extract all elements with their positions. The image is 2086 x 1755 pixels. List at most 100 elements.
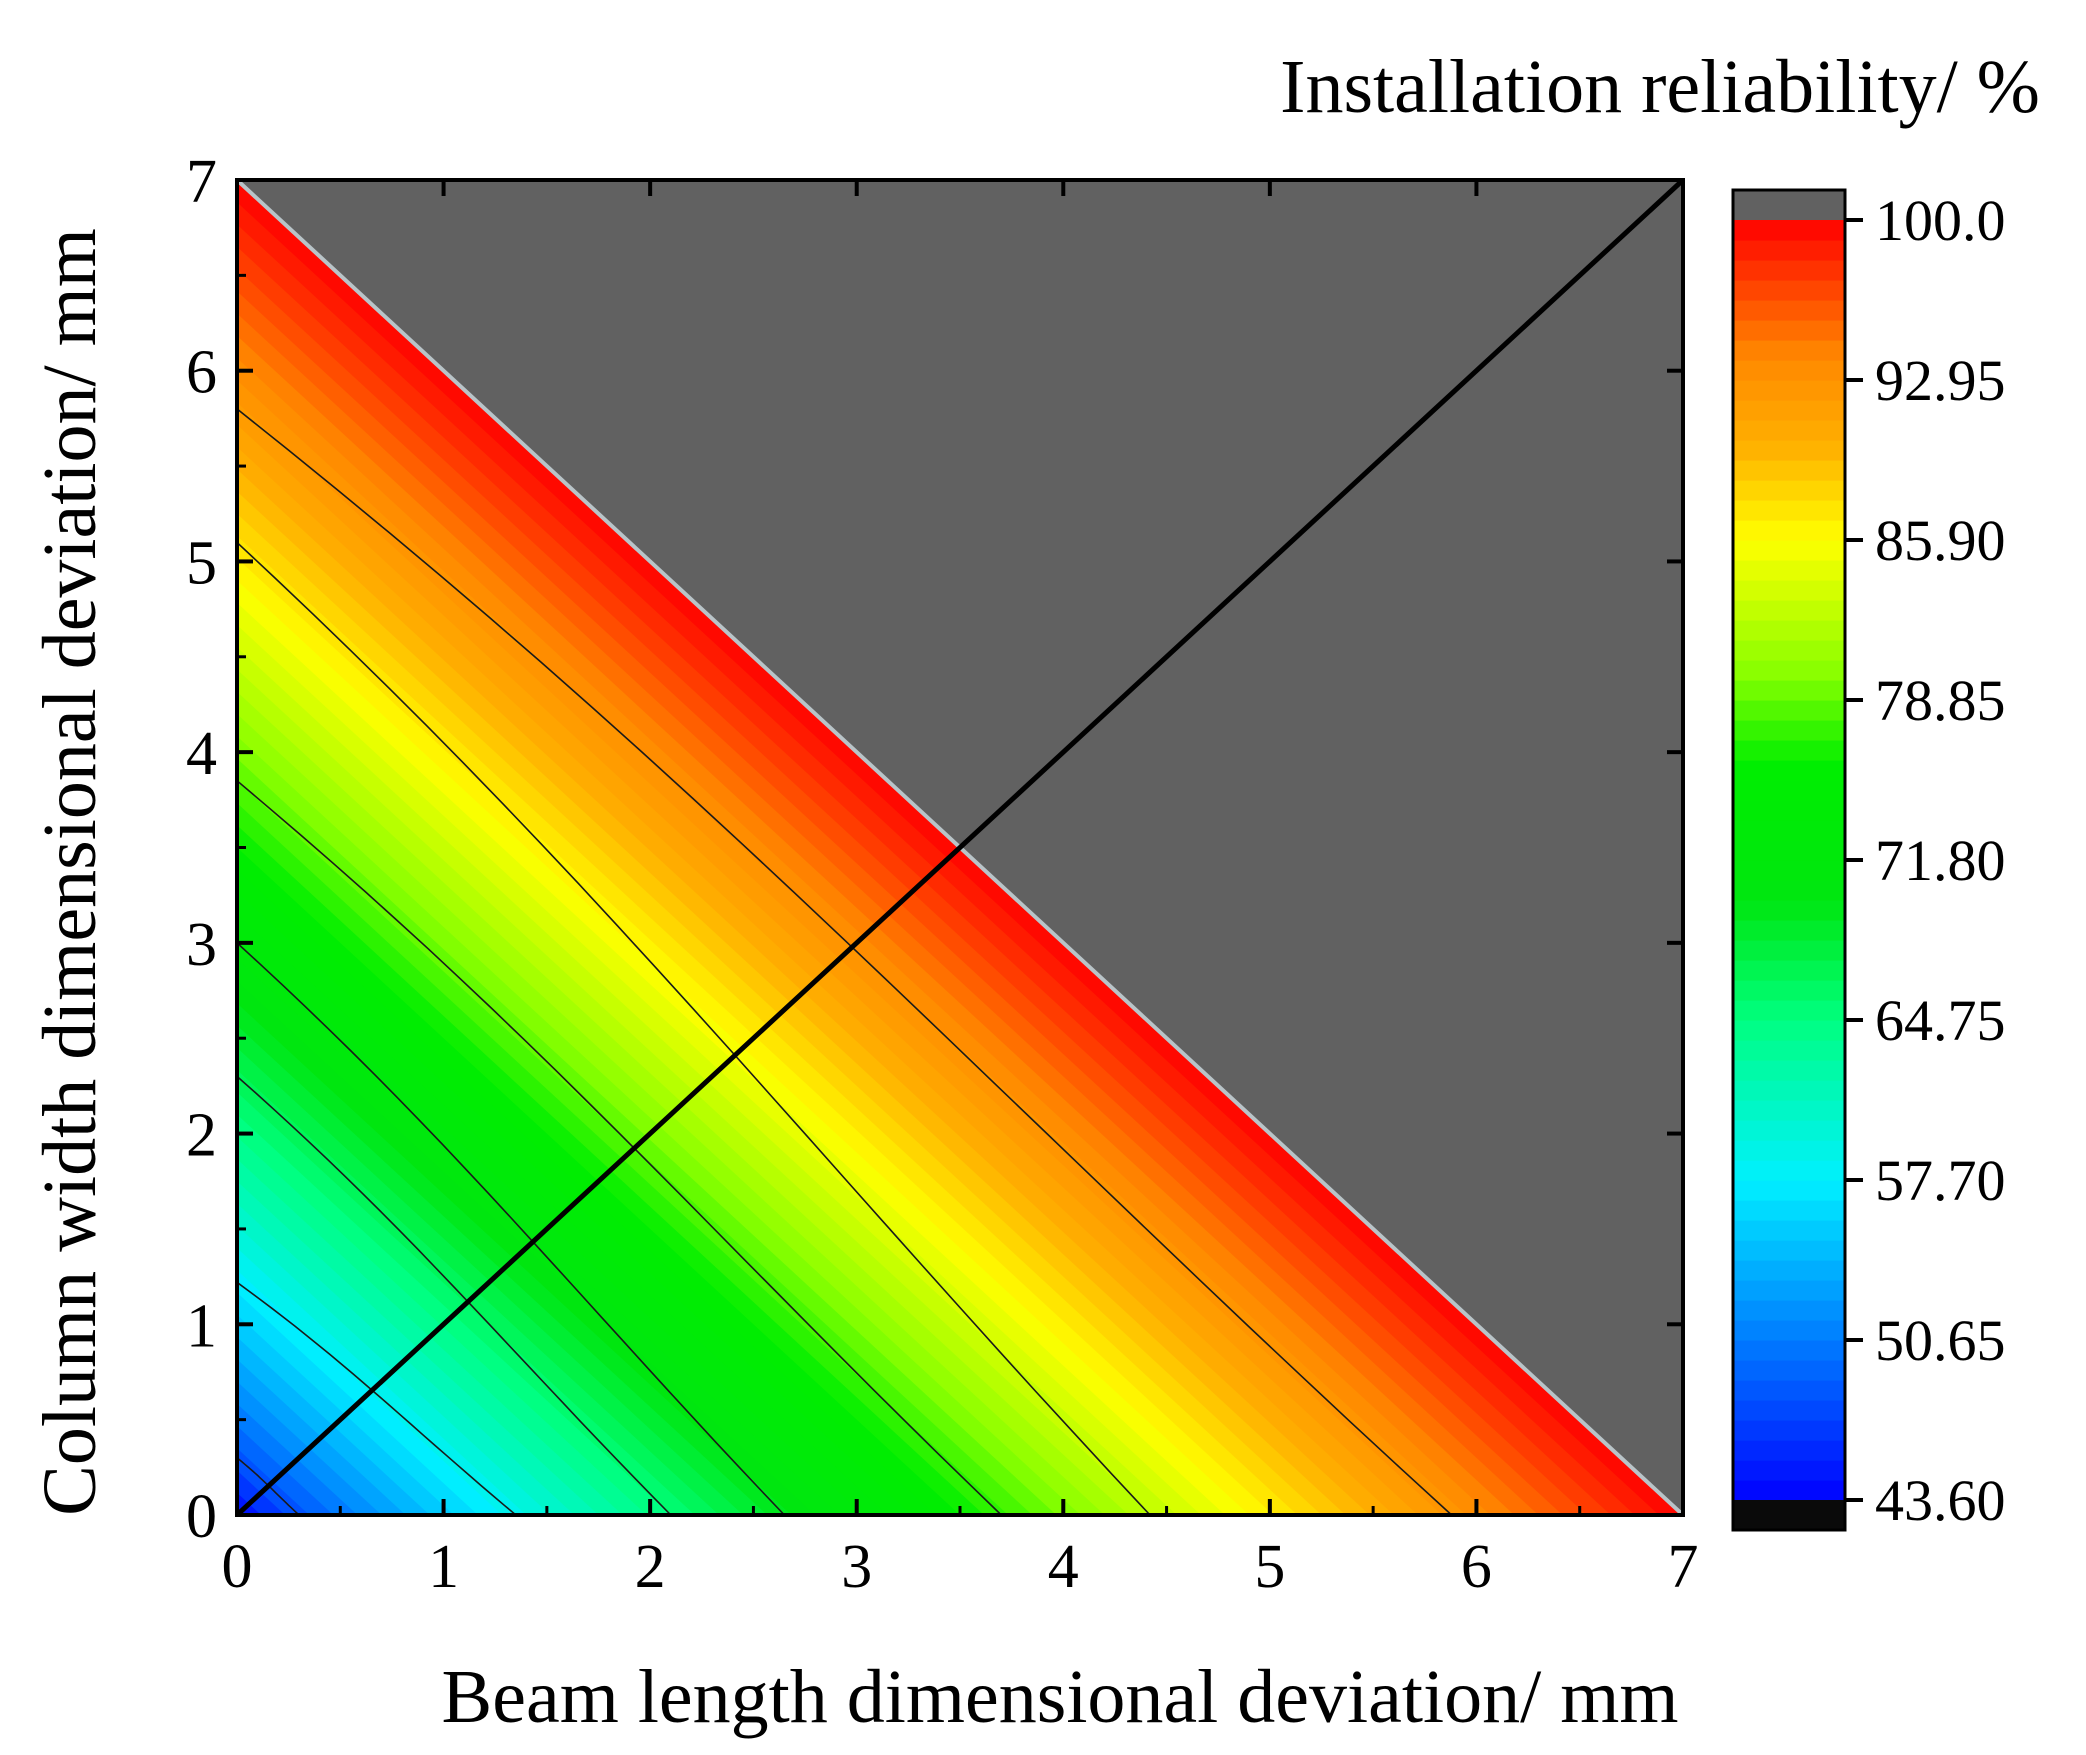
colorbar-band — [1733, 920, 1845, 941]
y-tick-label: 3 — [186, 911, 217, 979]
colorbar-band — [1733, 1320, 1845, 1341]
colorbar-band — [1733, 1020, 1845, 1041]
colorbar-band — [1733, 640, 1845, 661]
x-tick-label: 4 — [1048, 1533, 1079, 1601]
colorbar-band — [1733, 1260, 1845, 1281]
colorbar-band — [1733, 520, 1845, 541]
colorbar-band — [1733, 540, 1845, 561]
colorbar-band — [1733, 600, 1845, 621]
colorbar-band — [1733, 1280, 1845, 1301]
colorbar-below-range — [1733, 1500, 1845, 1530]
colorbar-tick-label: 50.65 — [1875, 1308, 2006, 1373]
colorbar-tick-label: 64.75 — [1875, 988, 2006, 1053]
x-tick-label: 5 — [1254, 1533, 1285, 1601]
y-tick-label: 7 — [186, 148, 217, 216]
colorbar-band — [1733, 1340, 1845, 1361]
contour-line — [236, 1281, 517, 1516]
colorbar-tick-label: 92.95 — [1875, 348, 2006, 413]
contour-line — [236, 541, 1151, 1516]
colorbar-band — [1733, 820, 1845, 841]
colorbar-band — [1733, 1380, 1845, 1401]
contour-line — [236, 942, 785, 1516]
colorbar-band — [1733, 1480, 1845, 1501]
colorbar-tick-label: 85.90 — [1875, 508, 2006, 573]
y-tick-label: 2 — [186, 1102, 217, 1170]
diagonal-line — [235, 178, 1685, 1517]
colorbar-tick-label: 43.60 — [1875, 1468, 2006, 1533]
colorbar-band — [1733, 900, 1845, 921]
colorbar-band — [1733, 1120, 1845, 1141]
colorbar-band — [1733, 680, 1845, 701]
colorbar-band — [1733, 1360, 1845, 1381]
colorbar-title: Installation reliability/ % — [1280, 45, 2040, 129]
colorbar-band — [1733, 440, 1845, 461]
colorbar-band — [1733, 720, 1845, 741]
colorbar-band — [1733, 400, 1845, 421]
colorbar-band — [1733, 1140, 1845, 1161]
x-tick-label: 1 — [428, 1533, 459, 1601]
x-tick-label: 3 — [841, 1533, 872, 1601]
colorbar-band — [1733, 940, 1845, 961]
colorbar-ticks: 100.0 92.95 85.90 78.85 71.80 64.75 57.70 50.65… — [1845, 188, 2006, 1533]
colorbar-band — [1733, 1080, 1845, 1101]
colorbar-band — [1733, 360, 1845, 381]
colorbar-band — [1733, 1160, 1845, 1181]
x-tick-label: 6 — [1461, 1533, 1492, 1601]
y-tick-label: 0 — [186, 1483, 217, 1551]
colorbar-band — [1733, 620, 1845, 641]
colorbar-band — [1733, 860, 1845, 881]
colorbar-band — [1733, 1240, 1845, 1261]
colorbar-band — [1733, 1000, 1845, 1021]
y-tick-label: 4 — [186, 720, 217, 788]
colorbar-band — [1733, 1100, 1845, 1121]
colorbar-band — [1733, 340, 1845, 361]
colorbar-band — [1733, 240, 1845, 261]
colorbar-band — [1733, 280, 1845, 301]
colorbar-band — [1733, 660, 1845, 681]
colorbar-band — [1733, 1060, 1845, 1081]
colorbar-bands — [1733, 220, 1845, 1501]
colorbar: 100.0 92.95 85.90 78.85 71.80 64.75 57.70 50.65… — [1731, 188, 2006, 1533]
contour-line — [236, 1075, 672, 1516]
plot-area: 0 1 2 3 4 5 6 7 0 1 2 3 4 5 6 7 — [186, 148, 1699, 1601]
colorbar-tick-label: 100.0 — [1875, 188, 2006, 253]
x-tick-label: 0 — [222, 1533, 253, 1601]
colorbar-band — [1733, 260, 1845, 281]
x-tick-label: 7 — [1668, 1533, 1699, 1601]
colorbar-band — [1733, 880, 1845, 901]
y-tick-label: 6 — [186, 339, 217, 407]
y-axis-title: Column width dimensional deviation/ mm — [28, 228, 112, 1516]
contour-lines — [236, 408, 1453, 1516]
x-tick-label: 2 — [635, 1533, 666, 1601]
colorbar-band — [1733, 740, 1845, 761]
colorbar-band — [1733, 980, 1845, 1001]
colorbar-band — [1733, 700, 1845, 721]
colorbar-band — [1733, 1420, 1845, 1441]
colorbar-band — [1733, 960, 1845, 981]
colorbar-band — [1733, 500, 1845, 521]
colorbar-band — [1733, 460, 1845, 481]
colorbar-band — [1733, 380, 1845, 401]
y-tick-label: 5 — [186, 529, 217, 597]
colorbar-band — [1733, 300, 1845, 321]
colorbar-tick-label: 57.70 — [1875, 1148, 2006, 1213]
contour-line — [236, 780, 1002, 1516]
colorbar-band — [1733, 1300, 1845, 1321]
colorbar-band — [1733, 1400, 1845, 1421]
colorbar-band — [1733, 840, 1845, 861]
y-tick-label: 1 — [186, 1292, 217, 1360]
colorbar-band — [1733, 1440, 1845, 1461]
colorbar-band — [1733, 1040, 1845, 1061]
colorbar-band — [1733, 800, 1845, 821]
x-axis-title: Beam length dimensional deviation/ mm — [442, 1655, 1679, 1739]
colorbar-band — [1733, 320, 1845, 341]
colorbar-tick-label: 78.85 — [1875, 668, 2006, 733]
colorbar-above-range — [1733, 190, 1845, 220]
colorbar-band — [1733, 420, 1845, 441]
colorbar-band — [1733, 1180, 1845, 1201]
colorbar-band — [1733, 560, 1845, 581]
colorbar-band — [1733, 580, 1845, 601]
contour-line — [236, 408, 1453, 1516]
colorbar-tick-label: 71.80 — [1875, 828, 2006, 893]
